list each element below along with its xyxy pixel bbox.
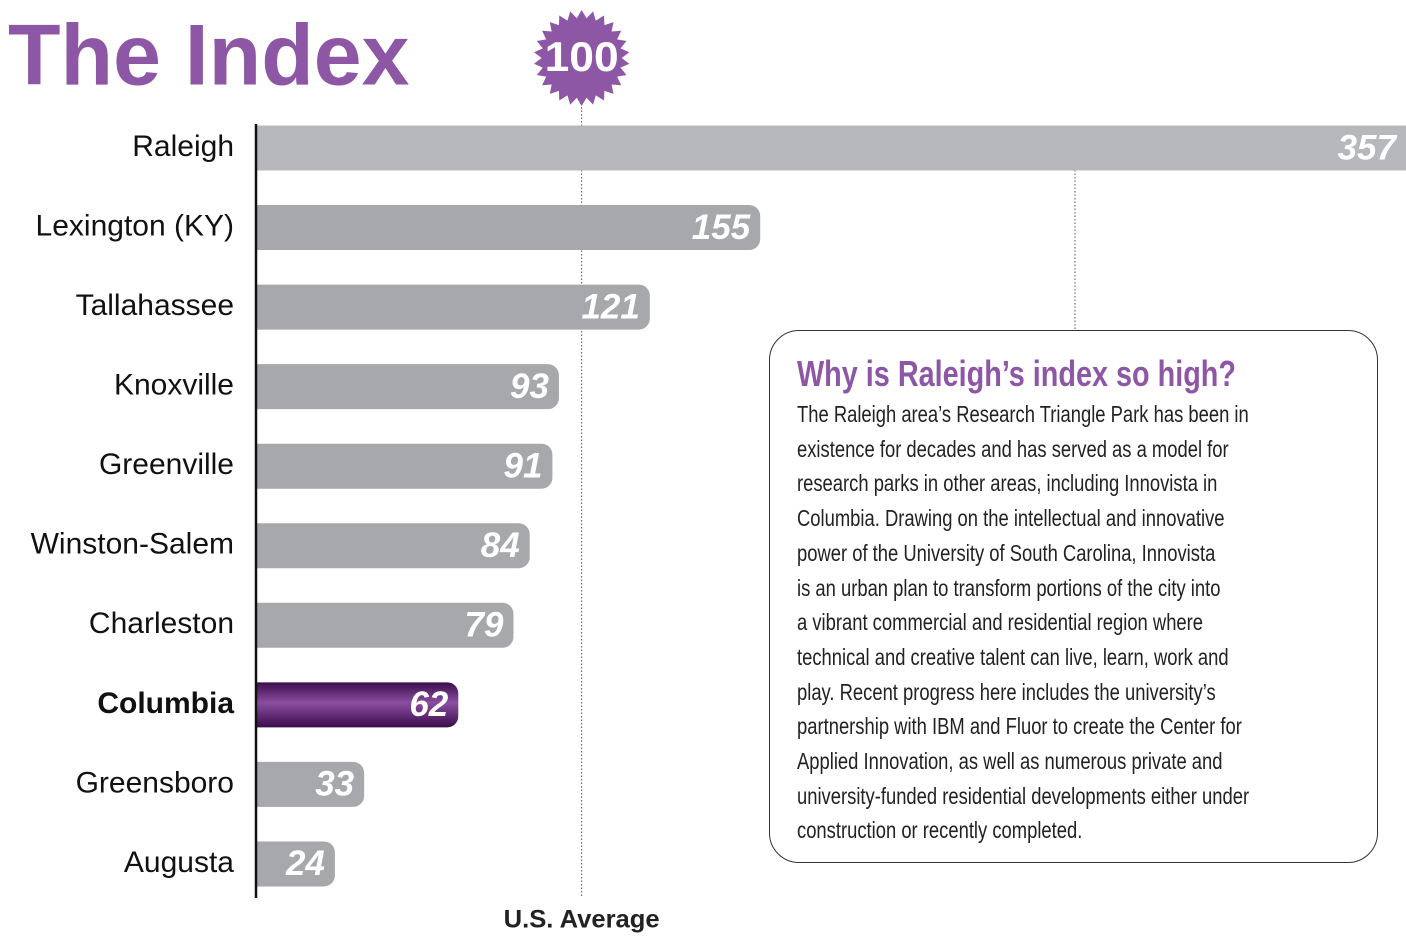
- bar: [257, 602, 514, 648]
- category-label: Lexington (KY): [36, 209, 234, 242]
- bar: [257, 682, 459, 728]
- value-label: 79: [465, 606, 504, 645]
- category-label: Greenville: [99, 448, 234, 481]
- note-line: technical and creative talent can live, …: [797, 643, 1229, 670]
- category-label: Augusta: [124, 846, 234, 879]
- reference-badge: [534, 10, 630, 106]
- value-label: 84: [481, 526, 520, 565]
- note-title: Why is Raleigh’s index so high?: [797, 353, 1236, 394]
- value-label: 121: [581, 287, 639, 326]
- category-label: Columbia: [97, 687, 234, 720]
- chart-title: The Index: [8, 8, 410, 104]
- note-line: Columbia. Drawing on the intellectual an…: [797, 505, 1225, 532]
- note-line: play. Recent progress here includes the …: [797, 678, 1216, 705]
- category-label: Raleigh: [132, 130, 234, 163]
- bar: [257, 125, 1406, 171]
- note-line: construction or recently completed.: [797, 817, 1083, 844]
- note-line: university-funded residential developmen…: [797, 782, 1250, 809]
- bar: [257, 443, 553, 489]
- note-line: power of the University of South Carolin…: [797, 539, 1216, 566]
- value-label: 93: [510, 367, 549, 406]
- category-label: Greensboro: [76, 766, 234, 799]
- reference-label: U.S. Average: [504, 906, 660, 934]
- note-line: The Raleigh area’s Research Triangle Par…: [797, 401, 1249, 427]
- value-label: 24: [285, 844, 325, 883]
- note-box: Why is Raleigh’s index so high? The Rale…: [769, 330, 1378, 863]
- bar: [257, 761, 365, 807]
- bar: [257, 284, 650, 330]
- note-line: Applied Innovation, as well as numerous …: [797, 748, 1223, 775]
- note-line: research parks in other areas, including…: [797, 470, 1218, 497]
- bar: [257, 364, 559, 410]
- value-label: 357: [1338, 128, 1398, 167]
- bar: [257, 523, 530, 569]
- category-label: Knoxville: [114, 369, 234, 402]
- note-body: The Raleigh area’s Research Triangle Par…: [797, 397, 1249, 848]
- category-label: Tallahassee: [76, 289, 234, 322]
- reference-value: 100: [545, 33, 619, 80]
- bar: [257, 205, 761, 251]
- value-label: 62: [409, 685, 448, 724]
- note-line: is an urban plan to transform portions o…: [797, 574, 1221, 601]
- note-line: existence for decades and has served as …: [797, 435, 1229, 462]
- note-line: a vibrant commercial and residential reg…: [797, 609, 1204, 636]
- category-label: Charleston: [89, 607, 234, 640]
- value-label: 155: [692, 208, 751, 247]
- note-line: partnership with IBM and Fluor to create…: [797, 713, 1242, 740]
- value-label: 91: [503, 446, 542, 485]
- value-label: 33: [315, 765, 354, 804]
- category-label: Winston-Salem: [31, 528, 234, 561]
- bar: [257, 841, 335, 887]
